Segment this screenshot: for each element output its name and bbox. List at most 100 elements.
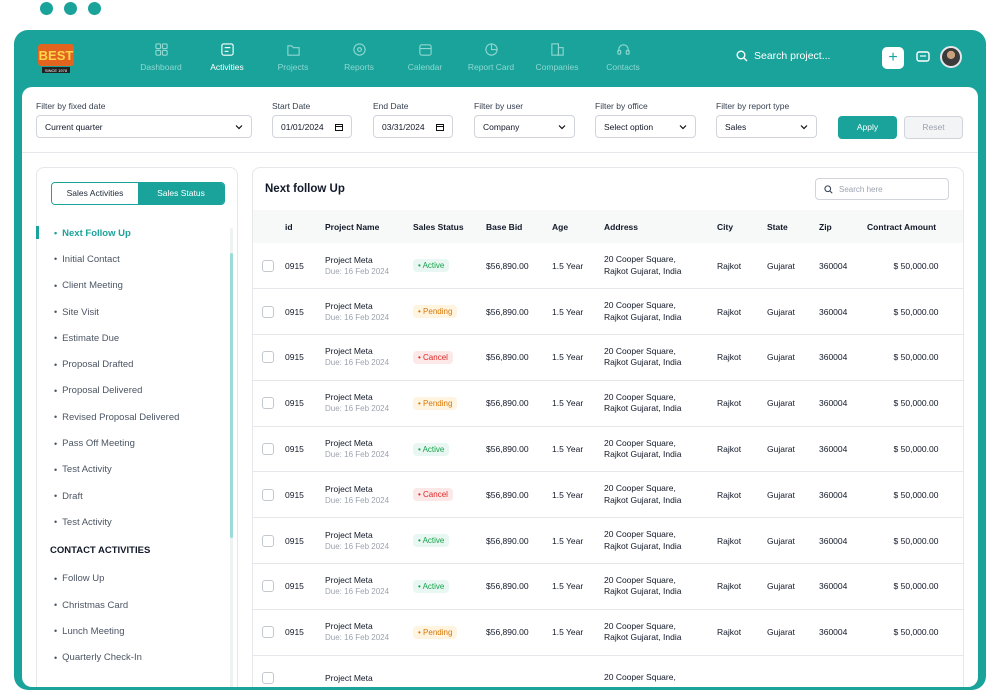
cell-state (767, 655, 819, 687)
sidebar-item-christmas-card[interactable]: • Christmas Card (37, 592, 227, 618)
apply-button[interactable]: Apply (838, 116, 897, 139)
nav-item-report-card[interactable]: Report Card (458, 42, 524, 72)
sidebar-item-revised-proposal-delivered[interactable]: • Revised Proposal Delivered (37, 404, 227, 430)
column-header[interactable]: Zip (819, 221, 832, 232)
row-checkbox[interactable] (262, 259, 274, 272)
table-row[interactable]: 0915 Project Meta Due: 16 Feb 2024 • Pendin… (253, 289, 963, 335)
table-row[interactable]: 0915 Project Meta Due: 16 Feb 2024 • Cancel… (253, 335, 963, 381)
sidebar-item-quarterly-check-in[interactable]: • Quarterly Check-In (37, 644, 227, 670)
project-name[interactable]: Project Meta (325, 392, 373, 403)
column-header[interactable]: Base Bid (486, 221, 523, 232)
project-search[interactable]: Search project... (736, 50, 830, 62)
table-row[interactable]: 0915 Project Meta Due: 16 Feb 2024 • Cancel… (253, 472, 963, 518)
sidebar-scrollbar[interactable] (230, 228, 233, 687)
nav-item-companies[interactable]: Companies (524, 42, 590, 72)
row-checkbox[interactable] (262, 351, 274, 364)
project-name[interactable]: Project Meta (325, 438, 373, 449)
table-row[interactable]: 0915 Project Meta Due: 16 Feb 2024 • Pendin… (253, 380, 963, 427)
row-checkbox[interactable] (262, 305, 274, 318)
project-name[interactable]: Project Meta (325, 575, 373, 586)
row-checkbox[interactable] (262, 580, 274, 593)
cell-status: • Active (413, 518, 486, 564)
avatar[interactable] (940, 46, 962, 68)
sidebar-item-pass-off-meeting[interactable]: • Pass Off Meeting (37, 430, 227, 456)
window-dot[interactable] (64, 2, 77, 15)
window-dot[interactable] (40, 2, 53, 15)
table-row[interactable]: 0915 Project Meta Due: 16 Feb 2024 • Pendin… (253, 609, 963, 656)
row-checkbox[interactable] (262, 672, 274, 685)
nav-item-reports[interactable]: Reports (326, 42, 392, 72)
address-line: 20 Cooper Square, (604, 345, 676, 356)
start-date-input[interactable]: 01/01/2024 (272, 115, 352, 138)
cell-state: Gujarat (767, 398, 795, 409)
column-header[interactable]: Address (604, 221, 639, 232)
sidebar-item-test-activity[interactable]: • Test Activity (37, 457, 227, 483)
status-badge: • Active (413, 534, 450, 548)
office-select[interactable]: Select option (595, 115, 696, 138)
project-name[interactable]: Project Meta (325, 621, 373, 632)
bullet-icon: • (54, 254, 58, 265)
tab-sales-status[interactable]: Sales Status (138, 183, 224, 204)
nav-item-projects[interactable]: Projects (260, 42, 326, 72)
sidebar-item-site-visit[interactable]: • Site Visit (37, 299, 227, 325)
column-header[interactable]: Sales Status (413, 221, 464, 232)
table-row[interactable]: 0915 Project Meta Due: 16 Feb 2024 • Active… (253, 518, 963, 564)
sidebar-item-lunch-meeting[interactable]: • Lunch Meeting (37, 618, 227, 644)
project-name[interactable]: Project Meta (325, 529, 373, 540)
sidebar-item-test-activity[interactable]: • Test Activity (37, 509, 227, 535)
cell-age: 1.5 Year (552, 535, 584, 546)
message-icon[interactable] (916, 50, 930, 64)
column-header[interactable]: City (717, 221, 734, 232)
column-header[interactable]: State (767, 221, 788, 232)
sidebar-item-next-follow-up[interactable]: • Next Follow Up (36, 220, 227, 246)
user-select[interactable]: Company (474, 115, 575, 138)
row-checkbox[interactable] (262, 488, 274, 501)
add-button[interactable]: + (882, 47, 904, 69)
cell-base-bid: $56,890.00 (486, 535, 529, 546)
table-row[interactable]: 0915 Project Meta Due: 16 Feb 2024 • Active… (253, 426, 963, 472)
project-name[interactable]: Project Meta (325, 483, 373, 494)
reset-button[interactable]: Reset (904, 116, 963, 139)
cell-state: Gujarat (767, 306, 795, 317)
sidebar-item-initial-contact[interactable]: • Initial Contact (37, 246, 227, 272)
project-name[interactable]: Project Meta (325, 254, 373, 265)
column-header[interactable]: id (285, 221, 293, 232)
cell-project: Project Meta (325, 655, 413, 687)
column-header[interactable]: Age (552, 221, 569, 232)
nav-item-activities[interactable]: Activities (194, 42, 260, 90)
row-checkbox[interactable] (262, 443, 274, 456)
report-type-select[interactable]: Sales (716, 115, 817, 138)
sidebar-item-estimate-due[interactable]: • Estimate Due (37, 325, 227, 351)
table-row[interactable]: 0915 Project Meta Due: 16 Feb 2024 • Active… (253, 243, 963, 289)
project-name[interactable]: Project Meta (325, 672, 373, 683)
sidebar-item-draft[interactable]: • Draft (37, 483, 227, 509)
row-checkbox[interactable] (262, 534, 274, 547)
table-search-input[interactable]: Search here (815, 178, 949, 200)
nav-item-calendar[interactable]: Calendar (392, 42, 458, 72)
sidebar-item-client-meeting[interactable]: • Client Meeting (37, 273, 227, 299)
fixed-date-select[interactable]: Current quarter (36, 115, 252, 138)
column-header[interactable]: Contract Amount (867, 221, 937, 232)
scrollbar-thumb[interactable] (230, 253, 233, 538)
cell-age: 1.5 Year (552, 260, 584, 271)
address-line: Rajkot Gujarat, India (604, 540, 682, 551)
project-name[interactable]: Project Meta (325, 300, 373, 311)
search-icon (736, 50, 748, 62)
sidebar-item-follow-up[interactable]: • Follow Up (37, 566, 227, 592)
menu-item-label: Test Activity (62, 516, 112, 528)
table-row[interactable]: 0915 Project Meta Due: 16 Feb 2024 • Active… (253, 564, 963, 610)
nav-item-dashboard[interactable]: Dashboard (128, 42, 194, 72)
tab-sales-activities[interactable]: Sales Activities (52, 183, 138, 204)
sidebar-item-proposal-drafted[interactable]: • Proposal Drafted (37, 351, 227, 377)
menu-item-label: Estimate Due (62, 332, 120, 344)
row-checkbox[interactable] (262, 397, 274, 410)
window-dot[interactable] (88, 2, 101, 15)
table-row[interactable]: Project Meta 20 Cooper Square, (253, 655, 963, 687)
bullet-icon: • (54, 600, 58, 610)
row-checkbox[interactable] (262, 626, 274, 639)
end-date-input[interactable]: 03/31/2024 (373, 115, 453, 138)
column-header[interactable]: Project Name (325, 221, 380, 232)
project-name[interactable]: Project Meta (325, 346, 373, 357)
sidebar-item-proposal-delivered[interactable]: • Proposal Delivered (37, 378, 227, 404)
nav-item-contacts[interactable]: Contacts (590, 42, 656, 72)
